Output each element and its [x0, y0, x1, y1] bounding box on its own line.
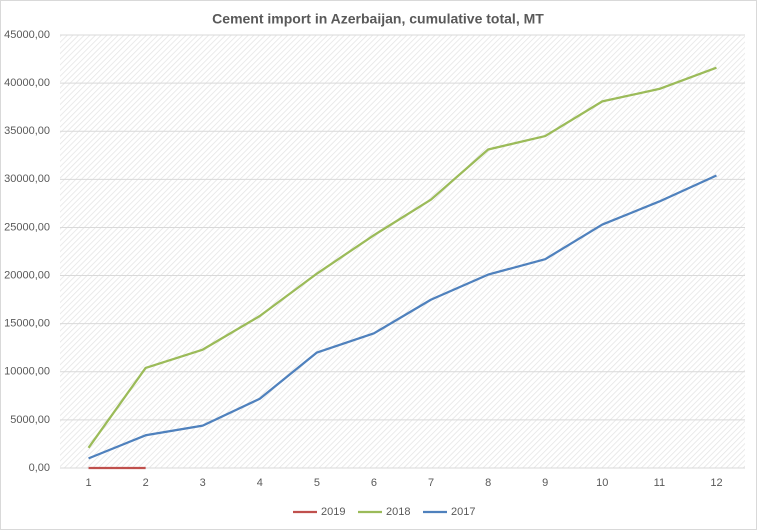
y-tick-label: 45000,00: [4, 29, 50, 41]
series-line: [88, 174, 717, 460]
x-tick-label: 3: [200, 477, 206, 489]
y-tick-label: 15000,00: [4, 318, 50, 330]
legend-label: 2017: [451, 506, 475, 518]
x-tick-label: 8: [485, 477, 491, 489]
y-tick-label: 10000,00: [4, 366, 50, 378]
plot-area: [60, 35, 745, 468]
x-tick-label: 5: [314, 477, 320, 489]
series-line: [87, 66, 717, 449]
x-tick-label: 11: [654, 477, 665, 489]
legend-label: 2018: [386, 506, 410, 518]
x-tick-label: 4: [257, 477, 263, 489]
x-tick-label: 1: [85, 477, 91, 489]
y-tick-label: 5000,00: [10, 414, 50, 426]
x-tick-label: 6: [371, 477, 377, 489]
y-tick-label: 0,00: [29, 462, 50, 474]
x-tick-label: 9: [542, 477, 548, 489]
x-tick-label: 7: [428, 477, 434, 489]
chart-title: Cement import in Azerbaijan, cumulative …: [212, 11, 544, 27]
y-tick-label: 40000,00: [4, 77, 50, 89]
x-tick-label: 12: [710, 477, 722, 489]
y-tick-label: 20000,00: [4, 269, 50, 281]
y-tick-label: 25000,00: [4, 221, 50, 233]
x-tick-label: 2: [143, 477, 149, 489]
legend-label: 2019: [321, 506, 345, 518]
y-tick-label: 30000,00: [4, 173, 50, 185]
y-tick-label: 35000,00: [4, 125, 50, 137]
x-tick-label: 10: [596, 477, 608, 489]
